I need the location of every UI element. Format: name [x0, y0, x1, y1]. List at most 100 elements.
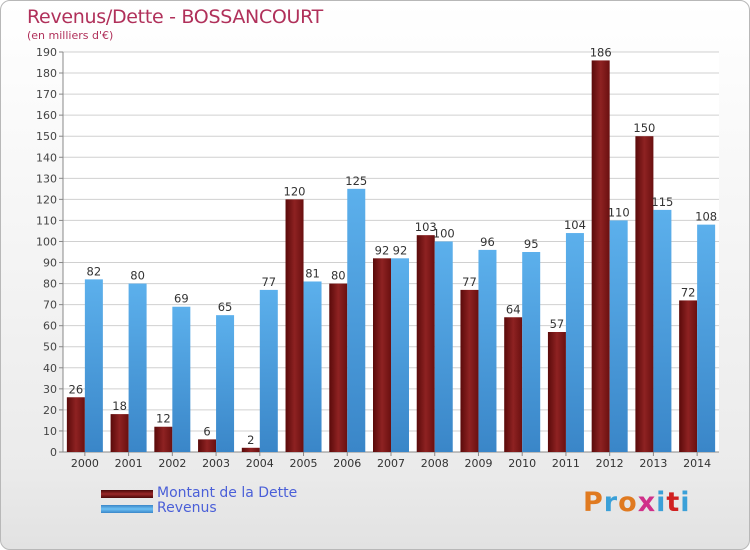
logo-letter: o [618, 487, 638, 518]
y-tick-label: 40 [43, 362, 57, 375]
bar-dette [154, 426, 173, 452]
bar-revenus [653, 209, 672, 452]
y-tick-label: 0 [50, 446, 57, 459]
legend-label-revenus: Revenus [157, 500, 217, 516]
data-label-dette: 120 [284, 184, 306, 198]
y-tick-label: 130 [36, 172, 57, 185]
y-tick-label: 100 [36, 235, 57, 248]
data-label-dette: 150 [633, 121, 655, 135]
x-tick-label: 2006 [333, 457, 361, 470]
bar-revenus [347, 188, 366, 452]
bar-revenus [522, 252, 541, 452]
legend-label-dette: Montant de la Dette [157, 485, 298, 501]
chart-title: Revenus/Dette - BOSSANCOURT [27, 6, 323, 28]
bar-revenus [391, 258, 409, 452]
y-tick-label: 160 [36, 109, 57, 122]
bar-revenus [609, 220, 628, 452]
x-tick-label: 2013 [639, 457, 667, 470]
data-label-revenus: 100 [433, 226, 455, 240]
bar-dette [547, 332, 566, 452]
data-label-revenus: 92 [393, 243, 408, 257]
logo-letter: x [637, 487, 657, 518]
data-label-dette: 12 [156, 412, 171, 426]
data-label-dette: 57 [550, 317, 565, 331]
x-tick-label: 2001 [115, 457, 143, 470]
bar-revenus [434, 241, 453, 452]
data-label-revenus: 81 [305, 266, 320, 280]
y-tick-label: 140 [36, 151, 57, 164]
bar-revenus [84, 279, 103, 452]
data-label-revenus: 125 [345, 174, 367, 188]
y-tick-label: 70 [43, 299, 57, 312]
proxiti-logo: Proxiti [583, 487, 691, 518]
bar-revenus [128, 283, 147, 452]
data-label-dette: 92 [375, 243, 390, 257]
data-label-dette: 103 [415, 220, 437, 234]
y-tick-label: 170 [36, 88, 57, 101]
data-label-revenus: 115 [651, 195, 673, 209]
data-label-dette: 2 [247, 433, 254, 447]
data-label-revenus: 108 [695, 210, 717, 224]
data-label-dette: 64 [506, 302, 521, 316]
x-tick-label: 2010 [508, 457, 536, 470]
data-label-revenus: 110 [608, 205, 630, 219]
data-label-dette: 18 [112, 399, 127, 413]
x-tick-label: 2005 [290, 457, 318, 470]
bar-revenus [216, 315, 235, 452]
data-label-revenus: 80 [130, 269, 145, 283]
bar-revenus [565, 233, 584, 452]
logo-letter: i [656, 487, 667, 518]
y-tick-label: 110 [36, 214, 57, 227]
data-label-revenus: 96 [480, 235, 495, 249]
x-tick-label: 2009 [464, 457, 492, 470]
x-tick-label: 2000 [71, 457, 99, 470]
bar-revenus [259, 289, 278, 452]
x-tick-label: 2007 [377, 457, 405, 470]
y-tick-label: 190 [36, 46, 57, 59]
bar-dette [635, 136, 654, 453]
legend-swatch-dette [101, 490, 153, 498]
logo-letter: t [666, 487, 681, 518]
data-label-revenus: 69 [174, 292, 189, 306]
bar-dette [110, 414, 129, 452]
bar-revenus [172, 306, 191, 452]
x-tick-label: 2003 [202, 457, 230, 470]
y-tick-label: 50 [43, 341, 57, 354]
y-tick-label: 180 [36, 67, 57, 80]
y-tick-label: 10 [43, 425, 57, 438]
chart-subtitle: (en milliers d'€) [27, 29, 114, 42]
bar-dette [679, 300, 698, 452]
bar-dette [285, 199, 304, 452]
legend-swatch-revenus [101, 505, 153, 513]
y-tick-label: 30 [43, 383, 57, 396]
x-tick-label: 2008 [421, 457, 449, 470]
y-tick-label: 80 [43, 278, 57, 291]
bar-dette [460, 289, 479, 452]
logo-letter: P [583, 487, 604, 518]
x-tick-label: 2011 [552, 457, 580, 470]
data-label-dette: 72 [681, 285, 696, 299]
logo-letter: i [680, 487, 691, 518]
data-label-revenus: 104 [564, 218, 586, 232]
data-label-revenus: 77 [261, 275, 276, 289]
data-label-dette: 6 [203, 424, 210, 438]
bar-revenus [303, 281, 322, 452]
bar-revenus [697, 224, 716, 452]
bar-dette [373, 258, 391, 452]
logo-letter: r [603, 487, 619, 518]
y-tick-label: 120 [36, 193, 57, 206]
data-label-dette: 77 [462, 275, 477, 289]
bar-dette [329, 283, 348, 452]
bar-dette [591, 60, 610, 452]
x-tick-label: 2004 [246, 457, 274, 470]
y-tick-label: 60 [43, 320, 57, 333]
data-label-dette: 186 [590, 45, 612, 59]
data-label-dette: 26 [69, 382, 84, 396]
bar-revenus [478, 249, 497, 452]
x-tick-label: 2012 [596, 457, 624, 470]
y-tick-label: 20 [43, 404, 57, 417]
bar-dette [198, 439, 217, 452]
y-tick-label: 150 [36, 130, 57, 143]
y-tick-label: 90 [43, 257, 57, 270]
